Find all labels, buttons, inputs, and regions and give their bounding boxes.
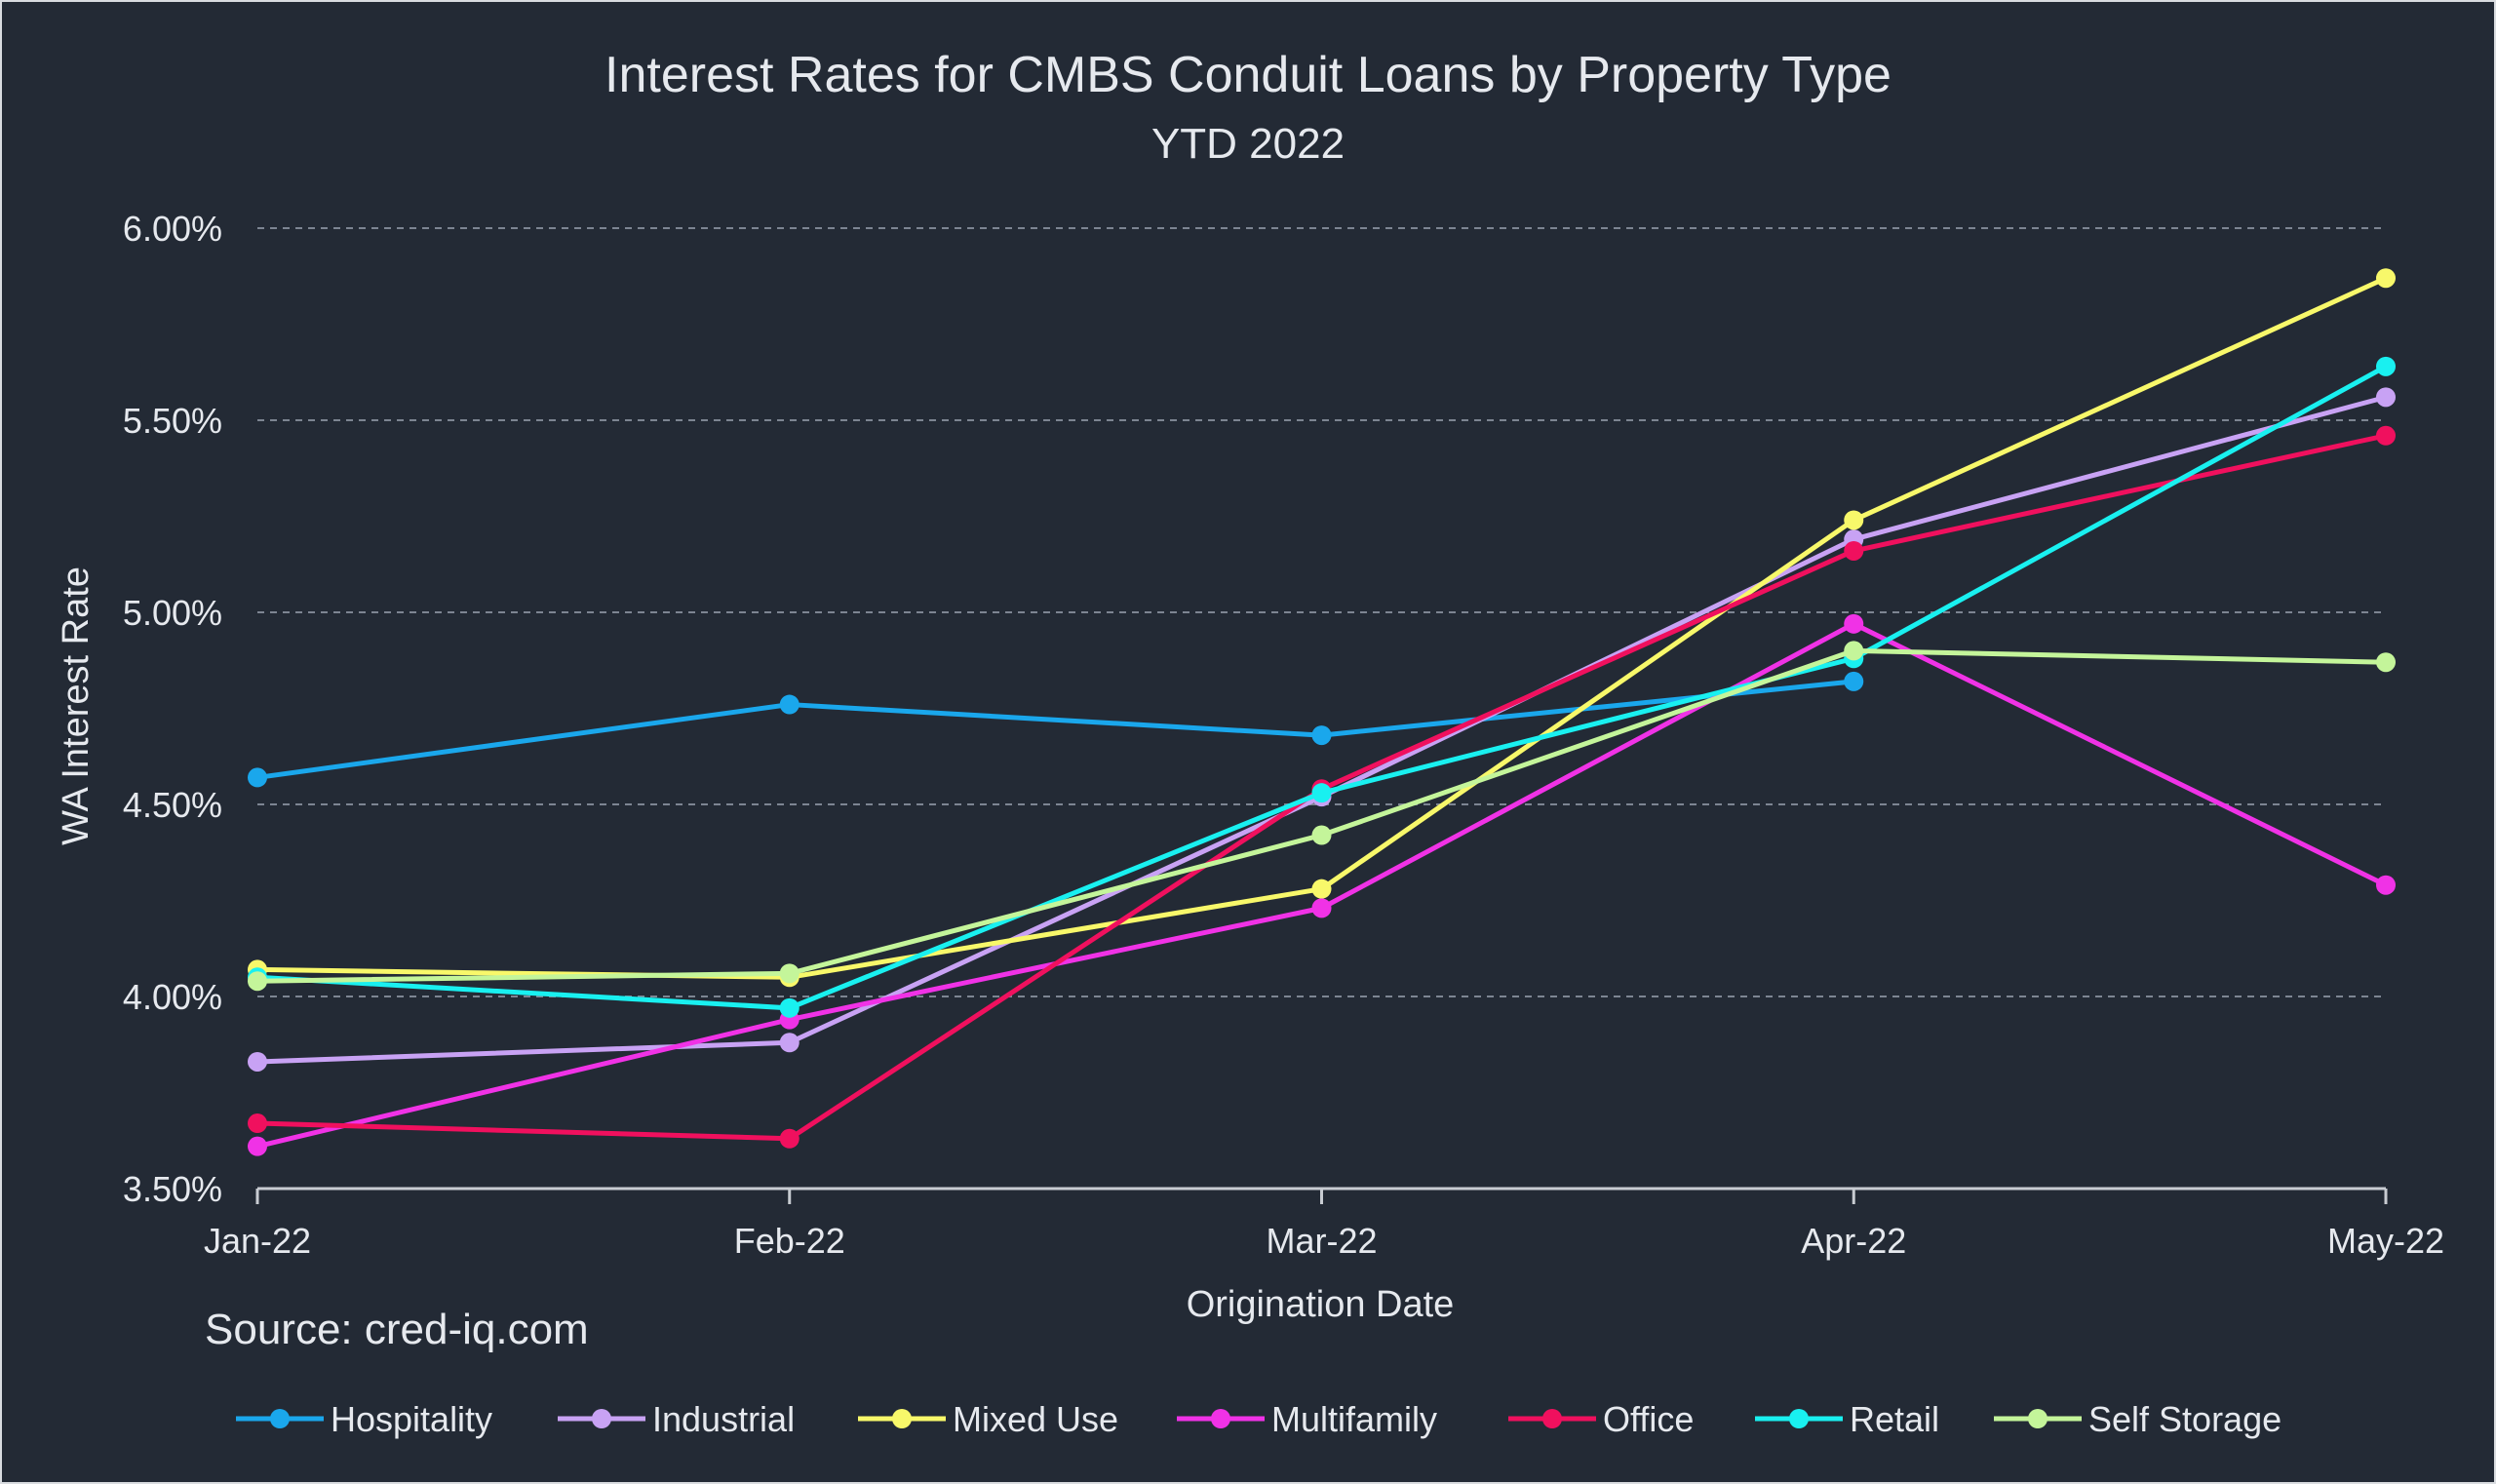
chart-title: Interest Rates for CMBS Conduit Loans by… [604, 47, 1892, 103]
legend-item-multifamily: Multifamily [1177, 1399, 1437, 1439]
series-hospitality [248, 671, 1864, 788]
series-line-mixed-use [256, 275, 2388, 980]
x-axis-label: Origination Date [1187, 1284, 1455, 1325]
data-point-multifamily [1311, 898, 1332, 918]
x-tick-label: Jan-22 [204, 1221, 311, 1261]
legend-label: Mixed Use [953, 1399, 1118, 1439]
y-tick-label: 6.00% [123, 209, 222, 249]
legend-item-hospitality: Hospitality [236, 1399, 492, 1439]
y-tick-label: 5.00% [123, 593, 222, 633]
series-retail [248, 356, 2396, 1018]
legend-label: Hospitality [331, 1399, 492, 1439]
data-point-multifamily [2376, 875, 2396, 895]
data-point-self-storage [779, 963, 800, 984]
legend-item-retail: Retail [1755, 1399, 1939, 1439]
legend-marker [1542, 1409, 1562, 1428]
y-tick-label: 3.50% [123, 1169, 222, 1209]
legend-marker [2028, 1409, 2048, 1428]
x-tick-label: Mar-22 [1266, 1221, 1377, 1261]
legend-label: Office [1603, 1399, 1694, 1439]
data-point-industrial [248, 1051, 267, 1072]
source-note: Source: cred-iq.com [205, 1306, 589, 1353]
data-point-industrial [2376, 387, 2396, 408]
axes: 3.50% 4.00% 4.50% 5.00% 5.50% 6.00% Jan-22 Feb-… [123, 209, 2444, 1261]
data-point-retail [1311, 783, 1332, 803]
data-point-self-storage [1844, 641, 1864, 661]
legend-label: Industrial [652, 1399, 795, 1439]
data-point-mixed-use [2376, 268, 2396, 289]
data-point-mixed-use [1844, 510, 1864, 530]
data-point-hospitality [1311, 725, 1332, 746]
legend-marker [592, 1409, 611, 1428]
data-point-retail [779, 997, 800, 1018]
legend-label: Multifamily [1271, 1399, 1437, 1439]
series-layer [248, 268, 2396, 1156]
legend-marker [1211, 1409, 1230, 1428]
legend-item-mixed-use: Mixed Use [858, 1399, 1118, 1439]
data-point-self-storage [1311, 825, 1332, 845]
legend: Hospitality Industrial Mixed Use Multifamil… [236, 1399, 2282, 1439]
data-point-hospitality [1844, 671, 1864, 691]
legend-item-office: Office [1508, 1399, 1694, 1439]
data-point-self-storage [2376, 652, 2396, 673]
legend-marker [270, 1409, 290, 1428]
legend-label: Retail [1850, 1399, 1939, 1439]
data-point-hospitality [779, 694, 800, 715]
legend-marker [892, 1409, 912, 1428]
data-point-office [1844, 540, 1864, 561]
chart-subtitle: YTD 2022 [1151, 120, 1345, 168]
legend-item-self-storage: Self Storage [1994, 1399, 2282, 1439]
data-point-multifamily [248, 1136, 267, 1156]
series-self-storage [248, 641, 2396, 992]
data-point-office [779, 1128, 800, 1149]
y-tick-label: 4.50% [123, 785, 222, 825]
data-point-mixed-use [1311, 879, 1332, 899]
x-tick-label: May-22 [2327, 1221, 2444, 1261]
y-axis-label: WA Interest Rate [56, 566, 97, 845]
data-point-hospitality [248, 767, 267, 788]
x-tick-label: Feb-22 [734, 1221, 845, 1261]
y-tick-label: 5.50% [123, 401, 222, 441]
data-point-office [2376, 425, 2396, 446]
x-tick-label: Apr-22 [1801, 1221, 1906, 1261]
y-tick-label: 4.00% [123, 977, 222, 1017]
data-point-industrial [779, 1033, 800, 1053]
data-point-self-storage [248, 971, 267, 992]
series-mixed-use [248, 268, 2396, 988]
data-point-office [248, 1113, 267, 1134]
series-multifamily [248, 613, 2396, 1156]
series-line-self-storage [256, 647, 2387, 984]
legend-item-industrial: Industrial [558, 1399, 795, 1439]
series-line-hospitality [256, 679, 1854, 780]
data-point-multifamily [1844, 613, 1864, 634]
data-point-retail [2376, 356, 2396, 376]
legend-label: Self Storage [2088, 1399, 2282, 1439]
legend-marker [1789, 1409, 1809, 1428]
